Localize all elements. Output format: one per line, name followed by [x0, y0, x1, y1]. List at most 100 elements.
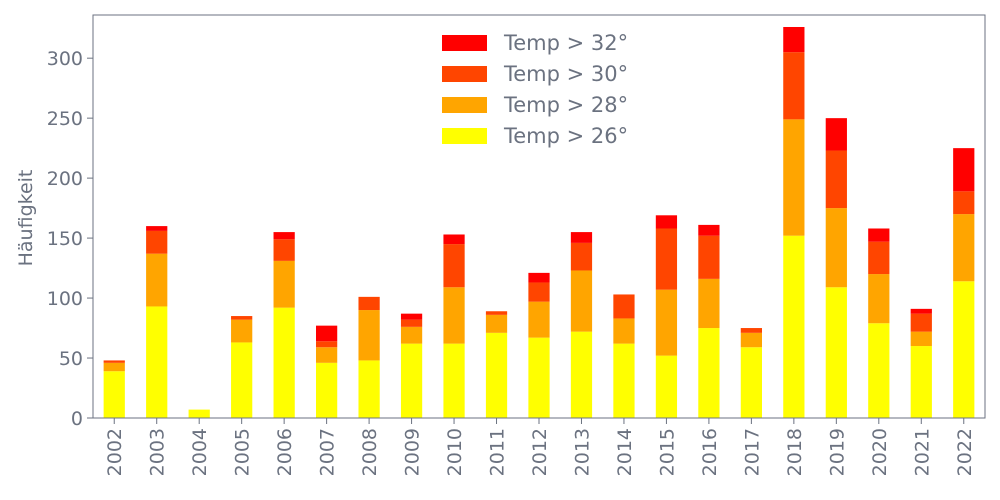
- bar-2016-series-1: [698, 278, 720, 329]
- y-tick-label: 100: [47, 288, 83, 310]
- bar-2002-series-0: [103, 371, 125, 418]
- bar-2021-series-2: [910, 313, 932, 332]
- x-tick-label: 2015: [656, 428, 678, 476]
- bars-group: [103, 26, 975, 418]
- x-tick-label: 2008: [359, 428, 381, 476]
- x-tick-label: 2016: [699, 428, 721, 476]
- bar-2008-series-1: [358, 310, 380, 361]
- bar-2022-series-3: [953, 148, 975, 192]
- x-tick-label: 2022: [954, 428, 976, 476]
- bar-2007-series-2: [316, 341, 338, 348]
- bar-2022-series-2: [953, 191, 975, 215]
- legend-label: Temp > 30°: [503, 62, 628, 86]
- bar-2018-series-1: [783, 119, 805, 236]
- bar-2008-series-0: [358, 360, 380, 418]
- legend-label: Temp > 26°: [503, 124, 628, 148]
- bar-2007-series-0: [316, 362, 338, 418]
- bar-2003-series-0: [146, 306, 168, 418]
- x-tick-label: 2009: [402, 428, 424, 476]
- bar-2016-series-2: [698, 235, 720, 279]
- y-tick-label: 150: [47, 228, 83, 250]
- bar-2009-series-2: [400, 319, 423, 327]
- bar-2013-series-3: [570, 232, 593, 243]
- bar-2003-series-1: [146, 253, 168, 307]
- bar-2021-series-1: [910, 331, 932, 347]
- bar-2010-series-3: [443, 234, 465, 245]
- x-tick-label: 2011: [487, 428, 509, 476]
- bar-2010-series-1: [443, 287, 465, 344]
- bar-2005-series-0: [231, 342, 253, 418]
- bar-2006-series-2: [273, 239, 295, 261]
- bar-2004-series-0: [188, 409, 210, 418]
- bar-2017-series-2: [740, 328, 762, 333]
- y-tick-label: 250: [47, 108, 83, 130]
- bar-2012-series-0: [528, 337, 550, 418]
- bar-2006-series-1: [273, 260, 295, 308]
- bar-2021-series-0: [910, 346, 932, 418]
- bar-2018-series-3: [783, 26, 805, 53]
- x-tick-label: 2021: [911, 428, 933, 476]
- bar-2020-series-1: [868, 274, 890, 324]
- bar-2018-series-0: [783, 235, 805, 418]
- bar-2005-series-1: [231, 319, 253, 343]
- y-tick-label: 200: [47, 168, 83, 190]
- bar-2007-series-3: [316, 325, 338, 342]
- x-tick-label: 2018: [784, 428, 806, 476]
- x-tick-label: 2010: [444, 428, 466, 476]
- bar-2012-series-1: [528, 301, 550, 338]
- bar-2006-series-0: [273, 307, 295, 418]
- bar-2013-series-1: [570, 270, 593, 332]
- bar-2019-series-2: [825, 150, 847, 209]
- bar-2019-series-1: [825, 208, 847, 288]
- legend-swatch: [442, 35, 487, 51]
- legend-label: Temp > 32°: [503, 31, 628, 55]
- x-tick-label: 2007: [317, 428, 339, 476]
- bar-2021-series-3: [910, 308, 932, 314]
- bar-2007-series-1: [316, 347, 338, 363]
- bar-2010-series-2: [443, 244, 465, 288]
- bar-2008-series-2: [358, 296, 380, 311]
- bar-2003-series-2: [146, 230, 168, 254]
- bar-2019-series-0: [825, 287, 847, 418]
- bar-2011-series-1: [485, 314, 508, 333]
- bar-2017-series-1: [740, 332, 762, 348]
- bar-2019-series-3: [825, 118, 847, 151]
- bar-2016-series-0: [698, 328, 720, 418]
- bar-2011-series-2: [485, 311, 508, 315]
- x-tick-label: 2005: [232, 428, 254, 476]
- bar-2022-series-0: [953, 281, 975, 418]
- x-tick-label: 2006: [274, 428, 296, 476]
- bar-2014-series-2: [613, 294, 635, 319]
- bar-2022-series-1: [953, 214, 975, 282]
- x-tick-label: 2013: [571, 428, 593, 476]
- x-tick-label: 2020: [869, 428, 891, 476]
- bar-2009-series-1: [400, 326, 423, 344]
- bar-2017-series-0: [740, 347, 762, 418]
- bar-2009-series-0: [400, 343, 423, 418]
- bar-2020-series-3: [868, 228, 890, 242]
- x-tick-label: 2003: [147, 428, 169, 476]
- bar-2018-series-2: [783, 52, 805, 120]
- y-axis-title: Häufigkeit: [15, 170, 37, 267]
- x-tick-label: 2012: [529, 428, 551, 476]
- x-tick-label: 2002: [104, 428, 126, 476]
- bar-2005-series-2: [231, 316, 253, 320]
- bar-2016-series-3: [698, 224, 720, 236]
- bar-2003-series-3: [146, 226, 168, 231]
- bar-2013-series-2: [570, 242, 593, 271]
- bar-2020-series-2: [868, 241, 890, 275]
- x-tick-label: 2017: [741, 428, 763, 476]
- legend-swatch: [442, 128, 487, 144]
- bar-2002-series-1: [103, 362, 125, 372]
- y-tick-label: 50: [59, 348, 83, 370]
- legend: Temp > 32° Temp > 30° Temp > 28° Temp > 26°: [442, 31, 628, 148]
- bar-2015-series-2: [655, 228, 678, 290]
- bar-2009-series-3: [400, 313, 423, 320]
- bar-2012-series-2: [528, 282, 550, 302]
- legend-swatch: [442, 66, 487, 82]
- y-tick-label: 300: [47, 48, 83, 70]
- x-tick-label: 2014: [614, 428, 636, 476]
- x-tick-label: 2019: [826, 428, 848, 476]
- bar-2002-series-2: [103, 360, 125, 363]
